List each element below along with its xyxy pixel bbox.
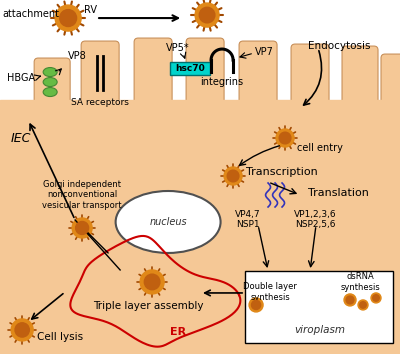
Circle shape <box>140 270 164 294</box>
Bar <box>0 100 400 130</box>
FancyBboxPatch shape <box>0 74 400 354</box>
Circle shape <box>358 300 368 310</box>
FancyBboxPatch shape <box>34 58 70 119</box>
Circle shape <box>276 129 294 147</box>
Circle shape <box>344 294 356 306</box>
Circle shape <box>373 295 379 301</box>
FancyBboxPatch shape <box>170 62 210 75</box>
Text: dsRNA
synthesis: dsRNA synthesis <box>340 272 380 292</box>
Bar <box>0 0 400 110</box>
Ellipse shape <box>43 68 57 76</box>
Text: attachment: attachment <box>2 9 59 19</box>
FancyBboxPatch shape <box>245 271 393 343</box>
Circle shape <box>279 132 291 144</box>
Circle shape <box>360 302 366 308</box>
Text: viroplasm: viroplasm <box>294 325 346 335</box>
FancyBboxPatch shape <box>134 38 172 119</box>
Text: HBGA: HBGA <box>7 73 35 83</box>
Circle shape <box>346 296 354 304</box>
Circle shape <box>227 170 239 182</box>
Text: VP4,7
NSP1: VP4,7 NSP1 <box>235 210 261 229</box>
FancyBboxPatch shape <box>186 38 224 119</box>
Text: Transcription: Transcription <box>246 167 318 177</box>
Text: VP1,2,3,6
NSP2,5,6: VP1,2,3,6 NSP2,5,6 <box>294 210 336 229</box>
Text: SA receptors: SA receptors <box>71 98 129 107</box>
Ellipse shape <box>43 78 57 86</box>
Circle shape <box>72 218 92 238</box>
Circle shape <box>195 3 219 27</box>
Text: RV: RV <box>84 5 97 15</box>
Text: ER: ER <box>170 327 186 337</box>
Circle shape <box>371 293 381 303</box>
Text: integrins: integrins <box>200 77 244 87</box>
Text: VP5*: VP5* <box>166 43 190 53</box>
Text: Translation: Translation <box>308 188 369 198</box>
Circle shape <box>249 298 263 312</box>
FancyBboxPatch shape <box>381 54 400 119</box>
Text: IEC: IEC <box>10 132 30 144</box>
Circle shape <box>252 301 261 309</box>
Circle shape <box>11 319 33 341</box>
Text: VP8: VP8 <box>68 51 87 61</box>
FancyBboxPatch shape <box>81 41 119 119</box>
FancyBboxPatch shape <box>342 46 378 119</box>
Circle shape <box>76 222 89 234</box>
Circle shape <box>144 274 160 290</box>
Ellipse shape <box>43 87 57 97</box>
Circle shape <box>60 10 76 27</box>
Text: Cell lysis: Cell lysis <box>37 332 83 342</box>
Ellipse shape <box>116 191 220 253</box>
Circle shape <box>55 5 81 31</box>
Text: Triple layer assembly: Triple layer assembly <box>93 301 203 311</box>
Text: hsc70: hsc70 <box>175 64 205 73</box>
Text: nucleus: nucleus <box>149 217 187 227</box>
FancyBboxPatch shape <box>239 41 277 119</box>
Text: VP7: VP7 <box>255 47 274 57</box>
Text: Double layer
synthesis: Double layer synthesis <box>243 282 297 302</box>
Circle shape <box>15 323 29 337</box>
Text: Golgi independent
nonconventional
vesicular transport: Golgi independent nonconventional vesicu… <box>42 180 122 210</box>
Circle shape <box>199 7 215 23</box>
Text: cell entry: cell entry <box>297 143 343 153</box>
Circle shape <box>224 167 242 185</box>
Text: Endocytosis: Endocytosis <box>308 41 370 51</box>
FancyBboxPatch shape <box>291 44 329 119</box>
